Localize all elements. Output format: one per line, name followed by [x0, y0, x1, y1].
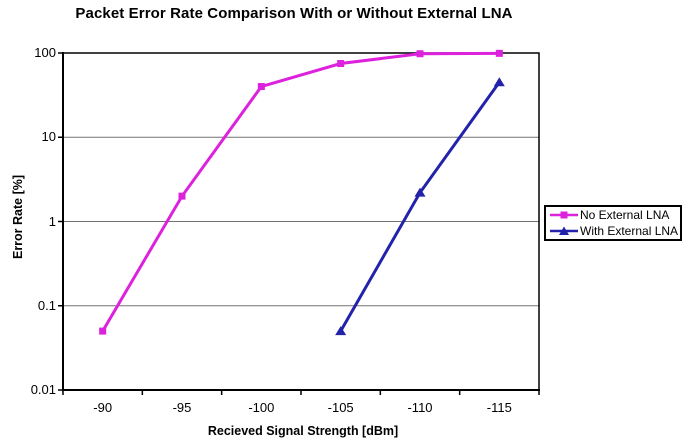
data-point-marker-triangle: [414, 187, 426, 197]
data-point-marker-square: [337, 60, 345, 68]
legend-label: With External LNA: [580, 224, 679, 238]
x-tick-label: -115: [486, 400, 512, 415]
legend: No External LNA With External LNA: [544, 205, 682, 241]
legend-item: With External LNA: [549, 223, 680, 239]
data-point-marker-square: [257, 83, 265, 91]
x-tick-label: -110: [407, 400, 433, 415]
x-axis-title: Recieved Signal Strength [dBm]: [207, 424, 399, 438]
x-tick-label: -105: [327, 400, 354, 415]
data-point-marker-triangle: [335, 326, 347, 336]
y-tick-label: 1: [48, 213, 56, 229]
x-tick-label: -95: [172, 400, 192, 415]
x-tick-label: -100: [248, 400, 275, 415]
data-point-marker-square: [99, 327, 107, 335]
data-point-marker-triangle: [493, 77, 505, 87]
y-tick-label: 100: [34, 45, 56, 60]
chart-title: Packet Error Rate Comparison With or Wit…: [75, 5, 513, 22]
legend-marker-square-icon: [550, 211, 578, 219]
legend-item: No External LNA: [549, 207, 680, 223]
y-tick-label: 10: [41, 129, 56, 145]
data-point-marker-square: [416, 50, 424, 58]
data-point-marker-square: [178, 192, 186, 200]
data-point-marker-square: [495, 49, 503, 57]
legend-marker-triangle-icon: [550, 226, 578, 235]
series-line: [101, 51, 500, 332]
y-tick-label: 0.1: [37, 297, 56, 313]
x-tick-label: -90: [93, 400, 113, 415]
y-tick-label: 0.01: [30, 382, 56, 397]
legend-label: No External LNA: [580, 208, 670, 222]
